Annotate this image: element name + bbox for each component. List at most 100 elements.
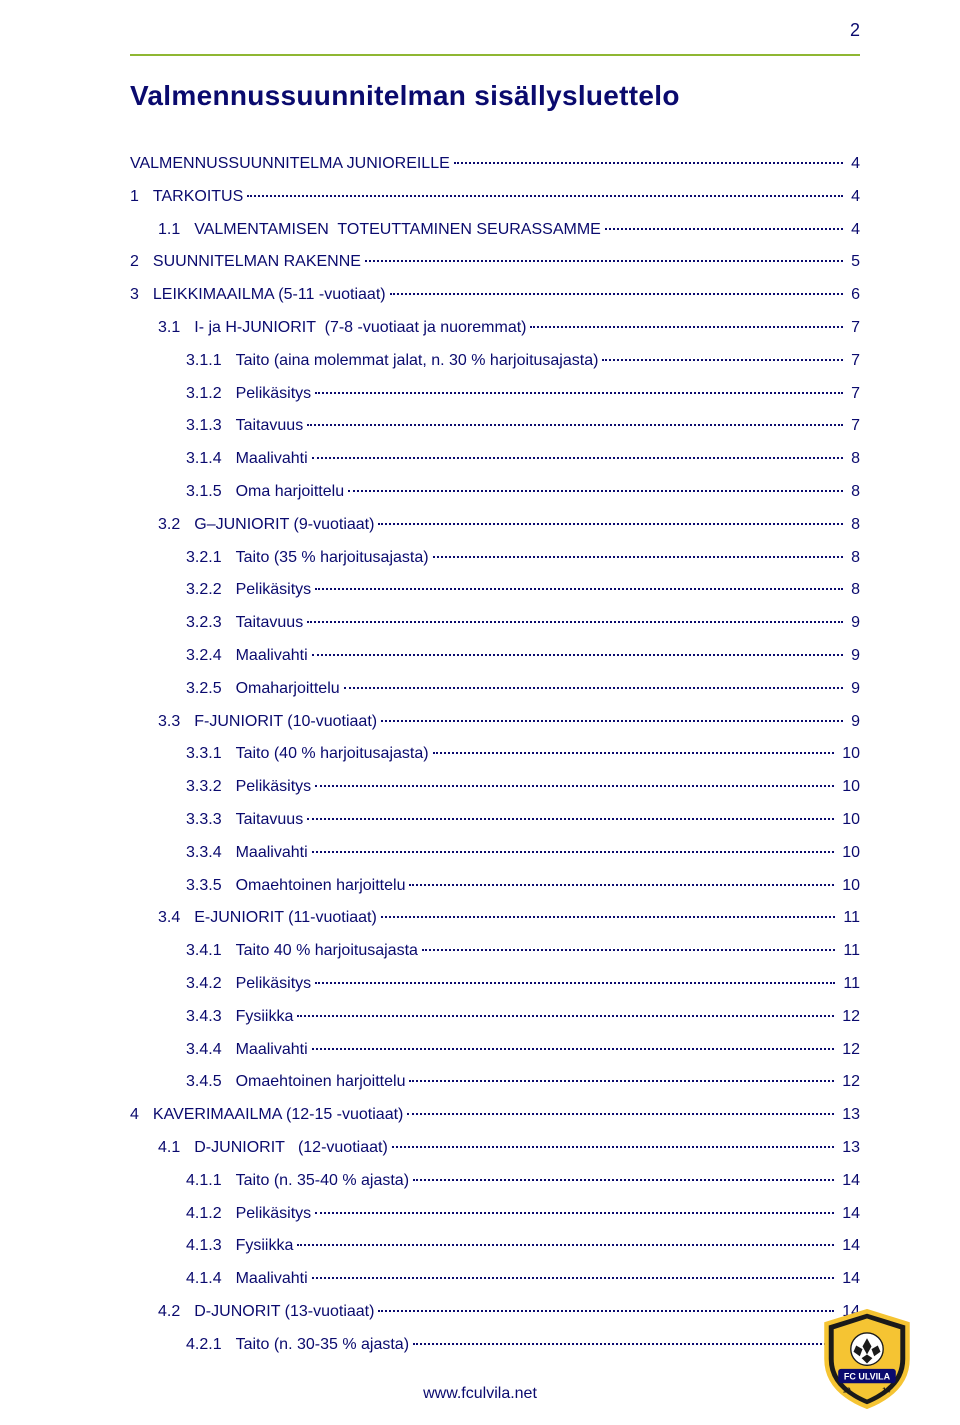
toc-entry[interactable]: 2SUUNNITELMAN RAKENNE5 [130,250,860,275]
toc-leader-dots [602,359,843,361]
toc-label: D-JUNIORIT (12-vuotiaat) [194,1136,388,1161]
toc-page-number: 5 [847,250,860,275]
toc-number: 3.4.3 [186,1005,236,1030]
toc-entry[interactable]: 3.4.5Omaehtoinen harjoittelu12 [130,1070,860,1095]
toc-page-number: 11 [839,906,860,931]
toc-entry[interactable]: 3.4E-JUNIORIT (11-vuotiaat)11 [130,906,860,931]
toc-entry[interactable]: 4.2.1Taito (n. 30-35 % ajasta)15 [130,1333,860,1358]
toc-page-number: 10 [838,874,860,899]
toc-entry[interactable]: 3.1.5Oma harjoittelu8 [130,480,860,505]
toc-number: 4.1.4 [186,1267,236,1292]
toc-leader-dots [365,260,843,262]
toc-number: 2 [130,250,153,275]
toc-leader-dots [315,785,834,787]
toc-number: 3.2 [158,513,194,538]
toc-entry[interactable]: 3LEIKKIMAAILMA (5-11 -vuotiaat) 6 [130,283,860,308]
toc-leader-dots [315,588,843,590]
toc-page-number: 10 [838,775,860,800]
toc-entry[interactable]: 3.4.1Taito 40 % harjoitusajasta11 [130,939,860,964]
toc-entry[interactable]: 3.4.2Pelikäsitys11 [130,972,860,997]
toc-number: 3 [130,283,153,308]
toc-label: Omaharjoittelu [236,677,340,702]
toc-entry[interactable]: 3.1I- ja H-JUNIORIT (7-8 -vuotiaat ja nu… [130,316,860,341]
toc-page-number: 7 [847,316,860,341]
toc-number: 3.1.2 [186,382,236,407]
logo-text: FC ULVILA [844,1372,891,1382]
toc-entry[interactable]: 4KAVERIMAAILMA (12-15 -vuotiaat)13 [130,1103,860,1128]
toc-leader-dots [315,982,835,984]
toc-label: Taito (n. 35-40 % ajasta) [236,1169,409,1194]
toc-page-number: 10 [838,742,860,767]
toc-entry[interactable]: 4.2D-JUNORIT (13-vuotiaat)14 [130,1300,860,1325]
toc-entry[interactable]: 3.2.2Pelikäsitys8 [130,578,860,603]
toc-entry[interactable]: 4.1D-JUNIORIT (12-vuotiaat)13 [130,1136,860,1161]
toc-entry[interactable]: VALMENNUSSUUNNITELMA JUNIOREILLE4 [130,152,860,177]
toc-label: Taitavuus [236,611,304,636]
toc-page-number: 6 [847,283,860,308]
toc-label: I- ja H-JUNIORIT (7-8 -vuotiaat ja nuore… [194,316,526,341]
toc-number: 3.1.3 [186,414,236,439]
toc-page-number: 4 [847,185,860,210]
toc-entry[interactable]: 4.1.4Maalivahti14 [130,1267,860,1292]
toc-leader-dots [413,1343,834,1345]
toc-page-number: 4 [847,218,860,243]
toc-entry[interactable]: 3.3.4Maalivahti10 [130,841,860,866]
club-logo: FC ULVILA 19 14 [822,1309,912,1409]
toc-entry[interactable]: 3.4.4Maalivahti12 [130,1038,860,1063]
toc-entry[interactable]: 3.1.4Maalivahti8 [130,447,860,472]
toc-label: Taito (n. 30-35 % ajasta) [236,1333,409,1358]
toc-entry[interactable]: 3.3.1Taito (40 % harjoitusajasta)10 [130,742,860,767]
toc-entry[interactable]: 3.4.3Fysiikka12 [130,1005,860,1030]
toc-label: Fysiikka [236,1005,294,1030]
toc-page-number: 7 [847,382,860,407]
toc-label: Fysiikka [236,1234,294,1259]
toc-leader-dots [381,916,836,918]
toc-entry[interactable]: 3.3F-JUNIORIT (10-vuotiaat)9 [130,710,860,735]
toc-page-number: 8 [847,578,860,603]
toc-leader-dots [407,1113,834,1115]
toc-entry[interactable]: 4.1.3Fysiikka14 [130,1234,860,1259]
toc-entry[interactable]: 3.1.2Pelikäsitys7 [130,382,860,407]
toc-number: 3.3.3 [186,808,236,833]
toc-number: 4.1 [158,1136,194,1161]
toc-label: E-JUNIORIT (11-vuotiaat) [194,906,377,931]
toc-entry[interactable]: 1.1VALMENTAMISEN TOTEUTTAMINEN SEURASSAM… [130,218,860,243]
toc-leader-dots [312,457,843,459]
toc-number: 3.2.5 [186,677,236,702]
toc-page-number: 14 [838,1202,860,1227]
toc-leader-dots [307,621,843,623]
toc-entry[interactable]: 3.1.1Taito (aina molemmat jalat, n. 30 %… [130,349,860,374]
toc-entry[interactable]: 3.2G–JUNIORIT (9-vuotiaat)8 [130,513,860,538]
toc-leader-dots [247,195,843,197]
toc-entry[interactable]: 3.1.3Taitavuus 7 [130,414,860,439]
toc-label: LEIKKIMAAILMA (5-11 -vuotiaat) [153,283,386,308]
toc-entry[interactable]: 3.3.3Taitavuus10 [130,808,860,833]
toc-label: D-JUNORIT (13-vuotiaat) [194,1300,374,1325]
toc-leader-dots [409,884,834,886]
toc-entry[interactable]: 3.3.5Omaehtoinen harjoittelu10 [130,874,860,899]
toc-entry[interactable]: 3.2.4Maalivahti9 [130,644,860,669]
toc-leader-dots [433,556,844,558]
toc-leader-dots [315,1212,834,1214]
toc-entry[interactable]: 4.1.2Pelikäsitys14 [130,1202,860,1227]
toc-entry[interactable]: 4.1.1Taito (n. 35-40 % ajasta)14 [130,1169,860,1194]
toc-number: 3.1.1 [186,349,236,374]
toc-number: 4.2.1 [186,1333,236,1358]
toc-page-number: 10 [838,841,860,866]
toc-number: 4.1.3 [186,1234,236,1259]
toc-number: 4 [130,1103,153,1128]
toc-number: 3.3.2 [186,775,236,800]
toc-number: 3.4.5 [186,1070,236,1095]
toc-label: Taitavuus [236,414,304,439]
toc-entry[interactable]: 1TARKOITUS4 [130,185,860,210]
toc-page-number: 7 [847,414,860,439]
toc-entry[interactable]: 3.2.1Taito (35 % harjoitusajasta)8 [130,546,860,571]
toc-number: 3.2.3 [186,611,236,636]
toc-label: Pelikäsitys [236,775,312,800]
toc-page-number: 9 [847,644,860,669]
toc-entry[interactable]: 3.3.2Pelikäsitys 10 [130,775,860,800]
toc-number: 4.1.1 [186,1169,236,1194]
toc-leader-dots [378,1310,834,1312]
toc-entry[interactable]: 3.2.3Taitavuus9 [130,611,860,636]
toc-entry[interactable]: 3.2.5Omaharjoittelu9 [130,677,860,702]
